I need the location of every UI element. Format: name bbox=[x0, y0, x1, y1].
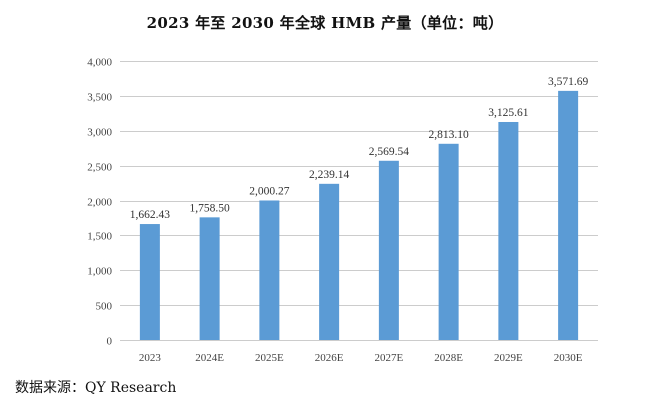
bar-2028E bbox=[438, 143, 459, 340]
y-tick-label: 2,500 bbox=[87, 162, 112, 174]
bar-2023 bbox=[139, 224, 160, 340]
y-tick-label: 500 bbox=[96, 301, 113, 313]
x-tick-label-2023: 2023 bbox=[139, 352, 162, 364]
y-axis-ticks: 0 500 1,000 1,500 2,000 2,500 3,000 3,500 4,000 bbox=[87, 57, 112, 348]
data-labels: 1,662.43 1,758.50 2,000.27 2,239.14 2,569.54… bbox=[130, 76, 589, 221]
data-label-2027E: 2,569.54 bbox=[369, 146, 410, 158]
data-label-2029E: 3,125.61 bbox=[488, 107, 529, 119]
y-tick-label: 1,500 bbox=[87, 231, 112, 243]
bar-2030E bbox=[558, 90, 579, 340]
data-label-2030E: 3,571.69 bbox=[548, 76, 589, 88]
x-tick-label-2027E: 2027E bbox=[375, 352, 404, 364]
data-label-2023: 1,662.43 bbox=[130, 209, 171, 221]
bars bbox=[139, 90, 579, 340]
bar-2027E bbox=[378, 160, 399, 340]
x-tick-label-2028E: 2028E bbox=[434, 352, 463, 364]
y-tick-label: 3,500 bbox=[87, 92, 112, 104]
bar-2025E bbox=[259, 200, 280, 340]
y-tick-label: 4,000 bbox=[87, 57, 112, 69]
bar-2026E bbox=[319, 183, 340, 340]
y-tick-label: 2,000 bbox=[87, 197, 112, 209]
x-axis-ticks: 2023 2024E 2025E 2026E 2027E 2028E 2029E 2030E bbox=[139, 352, 583, 364]
x-tick-label-2026E: 2026E bbox=[315, 352, 344, 364]
x-tick-label-2024E: 2024E bbox=[195, 352, 224, 364]
grid-lines bbox=[120, 61, 598, 341]
bar-2024E bbox=[199, 217, 220, 340]
y-tick-label: 3,000 bbox=[87, 127, 112, 139]
bar-2029E bbox=[498, 121, 519, 340]
source-note: 数据来源：QY Research bbox=[15, 380, 177, 396]
x-tick-label-2025E: 2025E bbox=[255, 352, 284, 364]
chart-title: 2023 年至 2030 年全球 HMB 产量（单位：吨） bbox=[146, 14, 504, 32]
y-tick-label: 1,000 bbox=[87, 266, 112, 278]
y-tick-label: 0 bbox=[107, 336, 113, 348]
data-label-2028E: 2,813.10 bbox=[429, 129, 470, 141]
x-tick-label-2029E: 2029E bbox=[494, 352, 523, 364]
data-label-2024E: 1,758.50 bbox=[190, 202, 231, 214]
data-label-2025E: 2,000.27 bbox=[249, 185, 290, 197]
data-label-2026E: 2,239.14 bbox=[309, 169, 350, 181]
x-tick-label-2030E: 2030E bbox=[554, 352, 583, 364]
